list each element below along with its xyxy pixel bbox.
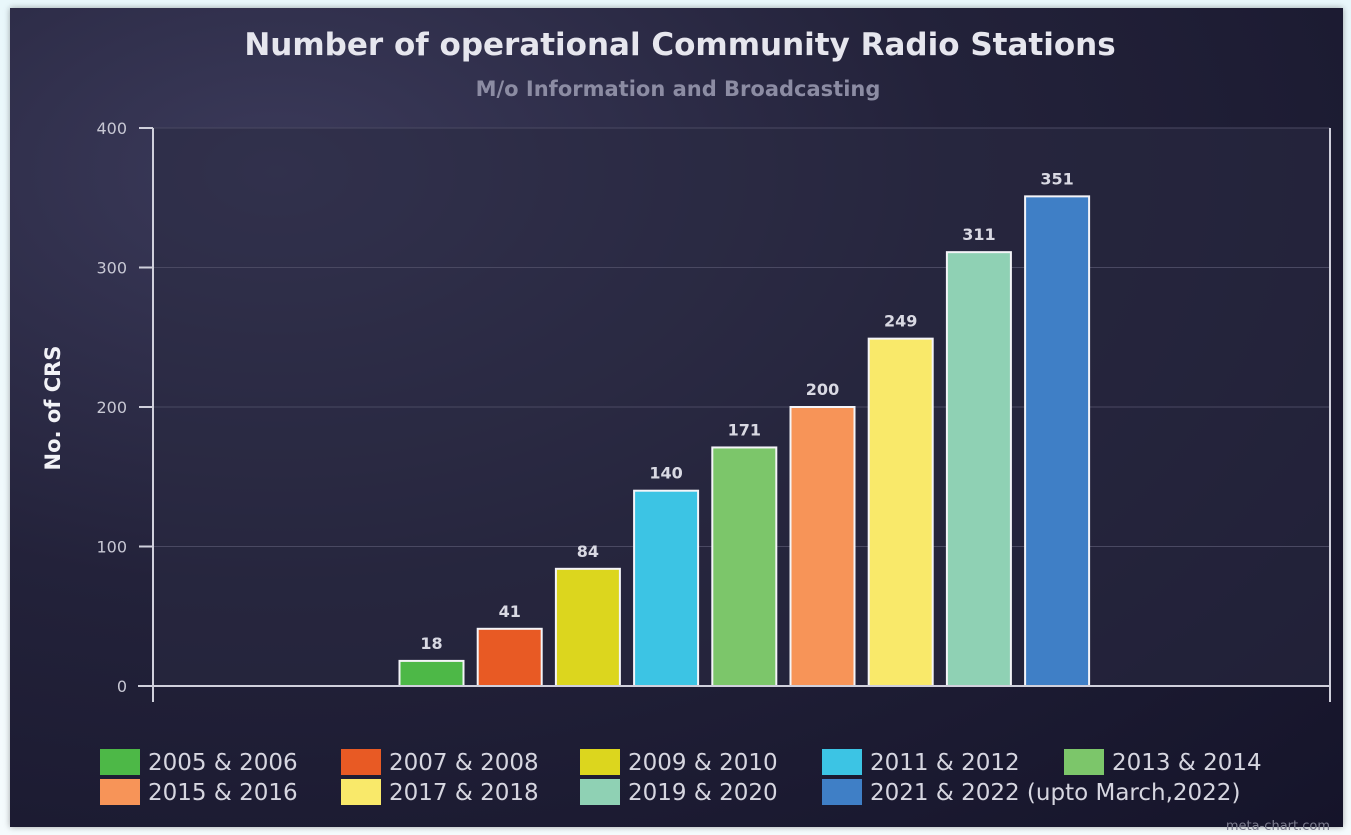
bar <box>867 337 934 687</box>
bar-value-label: 41 <box>499 602 521 621</box>
bar <box>554 567 621 688</box>
y-axis-label: No. of CRS <box>41 346 65 471</box>
legend-label: 2005 & 2006 <box>148 750 298 776</box>
legend-label: 2011 & 2012 <box>870 750 1020 776</box>
bar-value-label: 249 <box>884 312 917 331</box>
legend-label: 2015 & 2016 <box>148 780 298 806</box>
y-tick-label: 300 <box>96 259 127 278</box>
legend-swatch <box>341 779 381 805</box>
watermark: meta-chart.com <box>1226 819 1330 834</box>
y-tick-label: 100 <box>96 538 127 557</box>
chart-subtitle: M/o Information and Broadcasting <box>476 77 881 101</box>
legend-swatch <box>822 749 862 775</box>
bar-value-label: 311 <box>962 225 995 244</box>
chart-title: Number of operational Community Radio St… <box>244 27 1115 63</box>
bar <box>789 406 856 687</box>
legend-label: 2009 & 2010 <box>628 750 778 776</box>
legend-swatch <box>822 779 862 805</box>
bar <box>398 659 465 688</box>
y-axis-ticks: 0 100 200 300 400 <box>96 119 153 696</box>
legend-label: 2013 & 2014 <box>1112 750 1262 776</box>
legend-swatch <box>341 749 381 775</box>
bar-value-label: 200 <box>806 380 839 399</box>
data-labels: 18 41 84 140 171 200 249 311 351 <box>420 169 1073 653</box>
legend-swatch <box>580 749 620 775</box>
bar <box>633 489 700 688</box>
bar-value-label: 140 <box>649 464 682 483</box>
legend-label: 2019 & 2020 <box>628 780 778 806</box>
y-tick-label: 0 <box>117 677 127 696</box>
bar <box>711 446 778 687</box>
bar-value-label: 84 <box>577 542 599 561</box>
legend-label: 2021 & 2022 (upto March,2022) <box>870 780 1240 806</box>
bar <box>945 251 1012 687</box>
legend: 2005 & 2006 2007 & 2008 2009 & 2010 2011 & … <box>100 749 1262 806</box>
bar <box>1024 195 1091 687</box>
bar-value-label: 171 <box>728 420 761 439</box>
legend-swatch <box>1064 749 1104 775</box>
bar-value-label: 351 <box>1040 169 1073 188</box>
legend-swatch <box>100 749 140 775</box>
legend-swatch <box>580 779 620 805</box>
legend-swatch <box>100 779 140 805</box>
bars <box>398 195 1091 688</box>
y-tick-label: 200 <box>96 398 127 417</box>
y-tick-label: 400 <box>96 119 127 138</box>
legend-label: 2017 & 2018 <box>389 780 539 806</box>
bar-value-label: 18 <box>420 634 442 653</box>
bar <box>476 627 543 687</box>
legend-label: 2007 & 2008 <box>389 750 539 776</box>
grid-lines <box>153 127 1330 547</box>
